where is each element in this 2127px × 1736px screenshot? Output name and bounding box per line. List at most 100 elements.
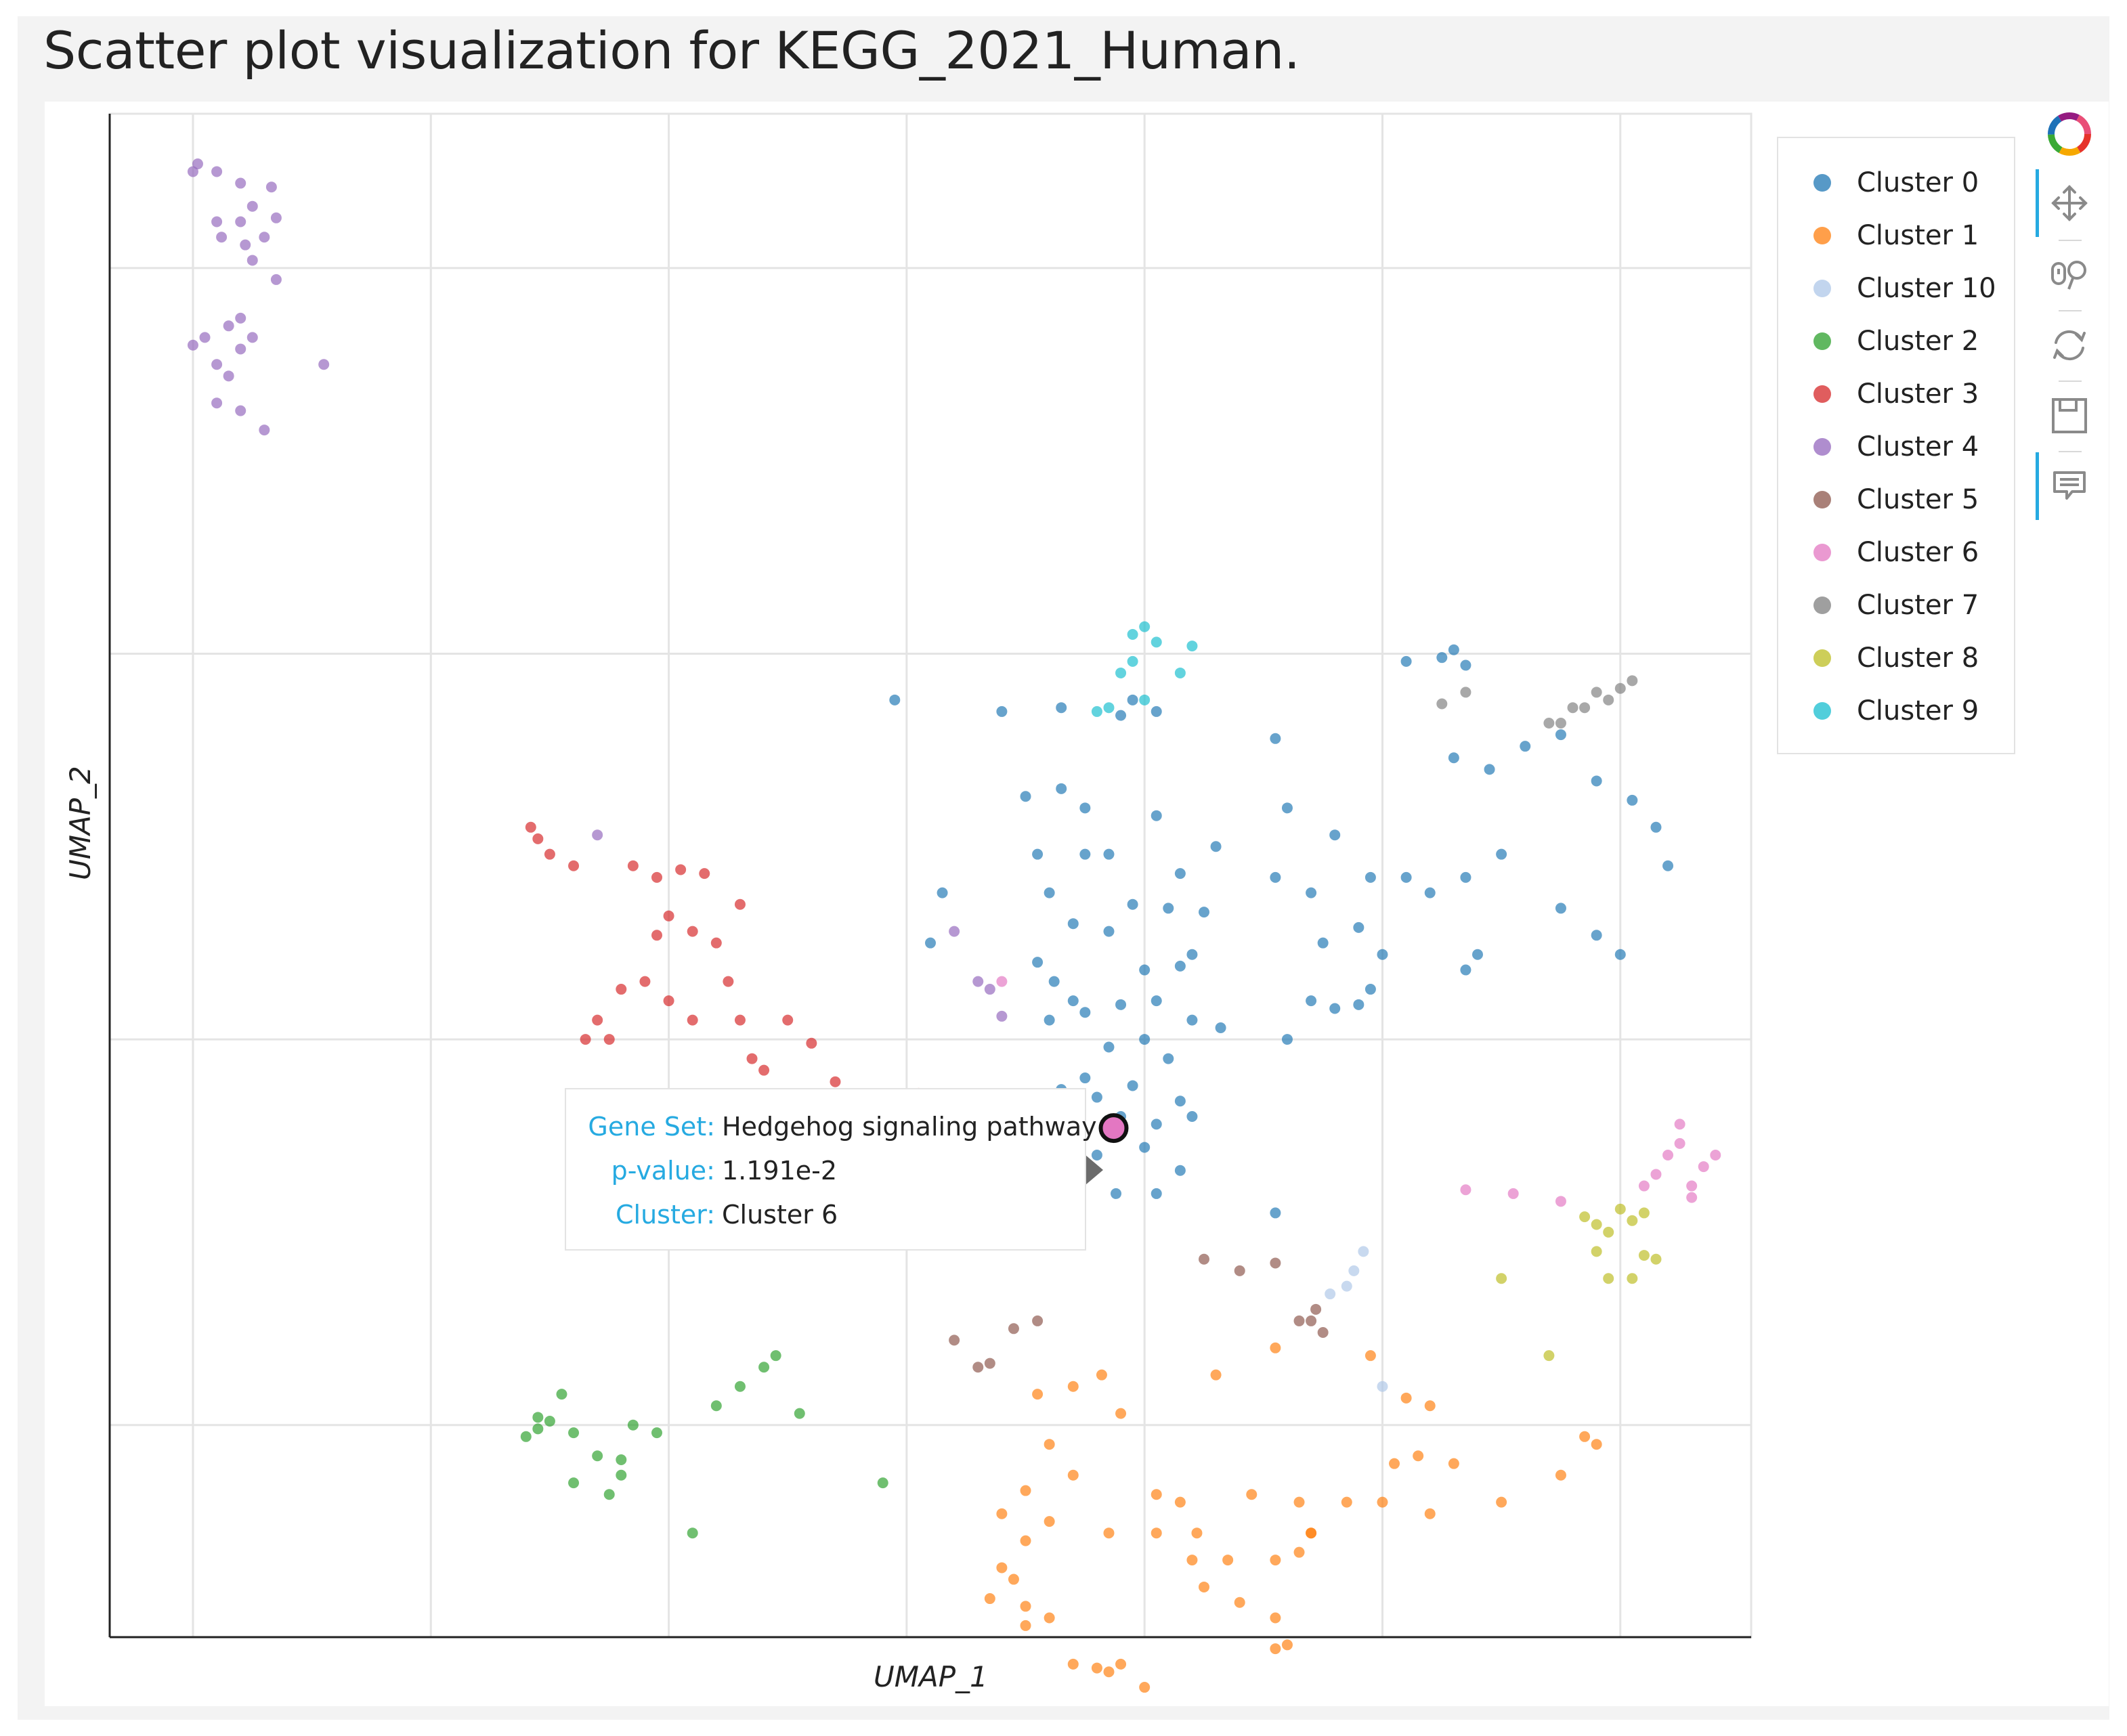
save-icon[interactable] <box>2044 390 2095 441</box>
data-point <box>270 274 282 285</box>
legend-item[interactable]: Cluster 8 <box>1813 638 1979 678</box>
data-point <box>1650 1253 1662 1265</box>
data-point <box>1020 1620 1031 1631</box>
data-point <box>1174 1496 1186 1508</box>
legend-item[interactable]: Cluster 1 <box>1813 215 1979 256</box>
legend-swatch <box>1813 438 1831 456</box>
data-point <box>1151 706 1162 717</box>
data-point <box>1627 1273 1638 1284</box>
toolbar-separator <box>2059 451 2082 452</box>
legend-label: Cluster 8 <box>1857 643 1979 674</box>
legend-item[interactable]: Cluster 7 <box>1813 585 1979 626</box>
data-point <box>246 255 258 266</box>
legend-swatch <box>1813 385 1831 403</box>
data-point <box>627 860 639 871</box>
data-point <box>1325 1288 1336 1300</box>
data-point <box>235 343 246 355</box>
data-point <box>1317 1327 1329 1338</box>
data-point <box>758 1064 770 1076</box>
data-point <box>211 359 223 370</box>
legend-item[interactable]: Cluster 10 <box>1813 268 1996 309</box>
data-point <box>616 1469 627 1481</box>
legend-item[interactable]: Cluster 3 <box>1813 374 1979 414</box>
pan-active-indicator <box>2036 169 2039 237</box>
x-axis-label: UMAP_1 <box>874 1660 988 1693</box>
data-point <box>1186 1111 1198 1123</box>
legend-item[interactable]: Cluster 5 <box>1813 479 1979 520</box>
scatter-plot[interactable] <box>45 102 2109 1706</box>
data-point <box>1139 1142 1151 1153</box>
hover-active-indicator <box>2036 452 2039 520</box>
wheel-zoom-icon[interactable] <box>2044 249 2095 301</box>
data-point <box>1139 1682 1151 1693</box>
data-point <box>1091 1662 1102 1674</box>
data-point <box>1460 659 1471 671</box>
data-point <box>1317 937 1329 949</box>
data-point <box>544 1416 555 1427</box>
data-point <box>1115 1658 1127 1670</box>
data-point <box>925 937 936 949</box>
data-point <box>651 871 662 883</box>
hover-icon[interactable] <box>2044 460 2095 512</box>
data-point <box>1151 810 1162 821</box>
data-point <box>616 984 627 995</box>
data-point <box>1543 1350 1555 1362</box>
pan-svg <box>2051 185 2088 221</box>
data-point <box>1115 710 1127 721</box>
tooltip-row-gene-set: Gene Set: Hedgehog signaling pathway <box>573 1110 1096 1144</box>
data-point <box>1270 1207 1281 1219</box>
data-point <box>1358 1246 1369 1257</box>
plot-card[interactable] <box>45 102 2109 1706</box>
reset-icon[interactable] <box>2044 320 2095 371</box>
legend-label: Cluster 5 <box>1857 484 1979 515</box>
data-point <box>1448 752 1459 764</box>
data-point <box>240 239 251 251</box>
legend-item[interactable]: Cluster 4 <box>1813 427 1979 467</box>
toolbar-separator <box>2059 310 2082 311</box>
data-point <box>1079 1007 1091 1018</box>
data-point <box>1507 1188 1519 1199</box>
legend-label: Cluster 6 <box>1857 537 1979 568</box>
data-point <box>1400 1392 1412 1404</box>
legend-item[interactable]: Cluster 2 <box>1813 321 1979 362</box>
data-point <box>1579 1431 1591 1442</box>
data-point <box>1638 1180 1650 1192</box>
data-point <box>1008 1574 1019 1585</box>
data-point <box>580 1034 591 1045</box>
bokeh-logo-icon[interactable] <box>2044 108 2095 160</box>
data-point <box>1448 1458 1459 1469</box>
data-point <box>1174 1165 1186 1176</box>
data-point <box>1151 636 1162 648</box>
data-point <box>1686 1180 1698 1192</box>
legend-item[interactable]: Cluster 9 <box>1813 691 1979 731</box>
data-point <box>782 1014 794 1026</box>
data-point <box>1103 848 1115 860</box>
legend-item[interactable]: Cluster 0 <box>1813 162 1979 203</box>
data-point <box>1638 1250 1650 1261</box>
data-point <box>1020 1535 1031 1546</box>
data-point <box>1111 1188 1122 1199</box>
legend-swatch <box>1813 649 1831 667</box>
data-point <box>996 706 1008 717</box>
data-point <box>1270 1555 1281 1566</box>
data-point <box>877 1477 888 1489</box>
tooltip-key: Cluster: <box>615 1200 715 1230</box>
data-point <box>568 1477 580 1489</box>
data-point <box>1579 1211 1591 1223</box>
legend-item[interactable]: Cluster 6 <box>1813 532 1979 573</box>
data-point <box>1079 802 1091 814</box>
data-point <box>1365 1350 1376 1362</box>
data-point <box>235 177 246 189</box>
data-point <box>211 166 223 177</box>
data-point <box>1365 871 1376 883</box>
data-point <box>199 332 211 343</box>
data-point <box>1377 1496 1388 1508</box>
data-point <box>1151 1119 1162 1130</box>
hover-svg <box>2053 471 2086 500</box>
pan-icon[interactable] <box>2044 177 2095 229</box>
data-point <box>259 232 270 243</box>
data-point <box>1163 1053 1174 1064</box>
data-point <box>1032 957 1044 968</box>
legend-label: Cluster 7 <box>1857 590 1979 621</box>
data-point <box>1400 871 1412 883</box>
